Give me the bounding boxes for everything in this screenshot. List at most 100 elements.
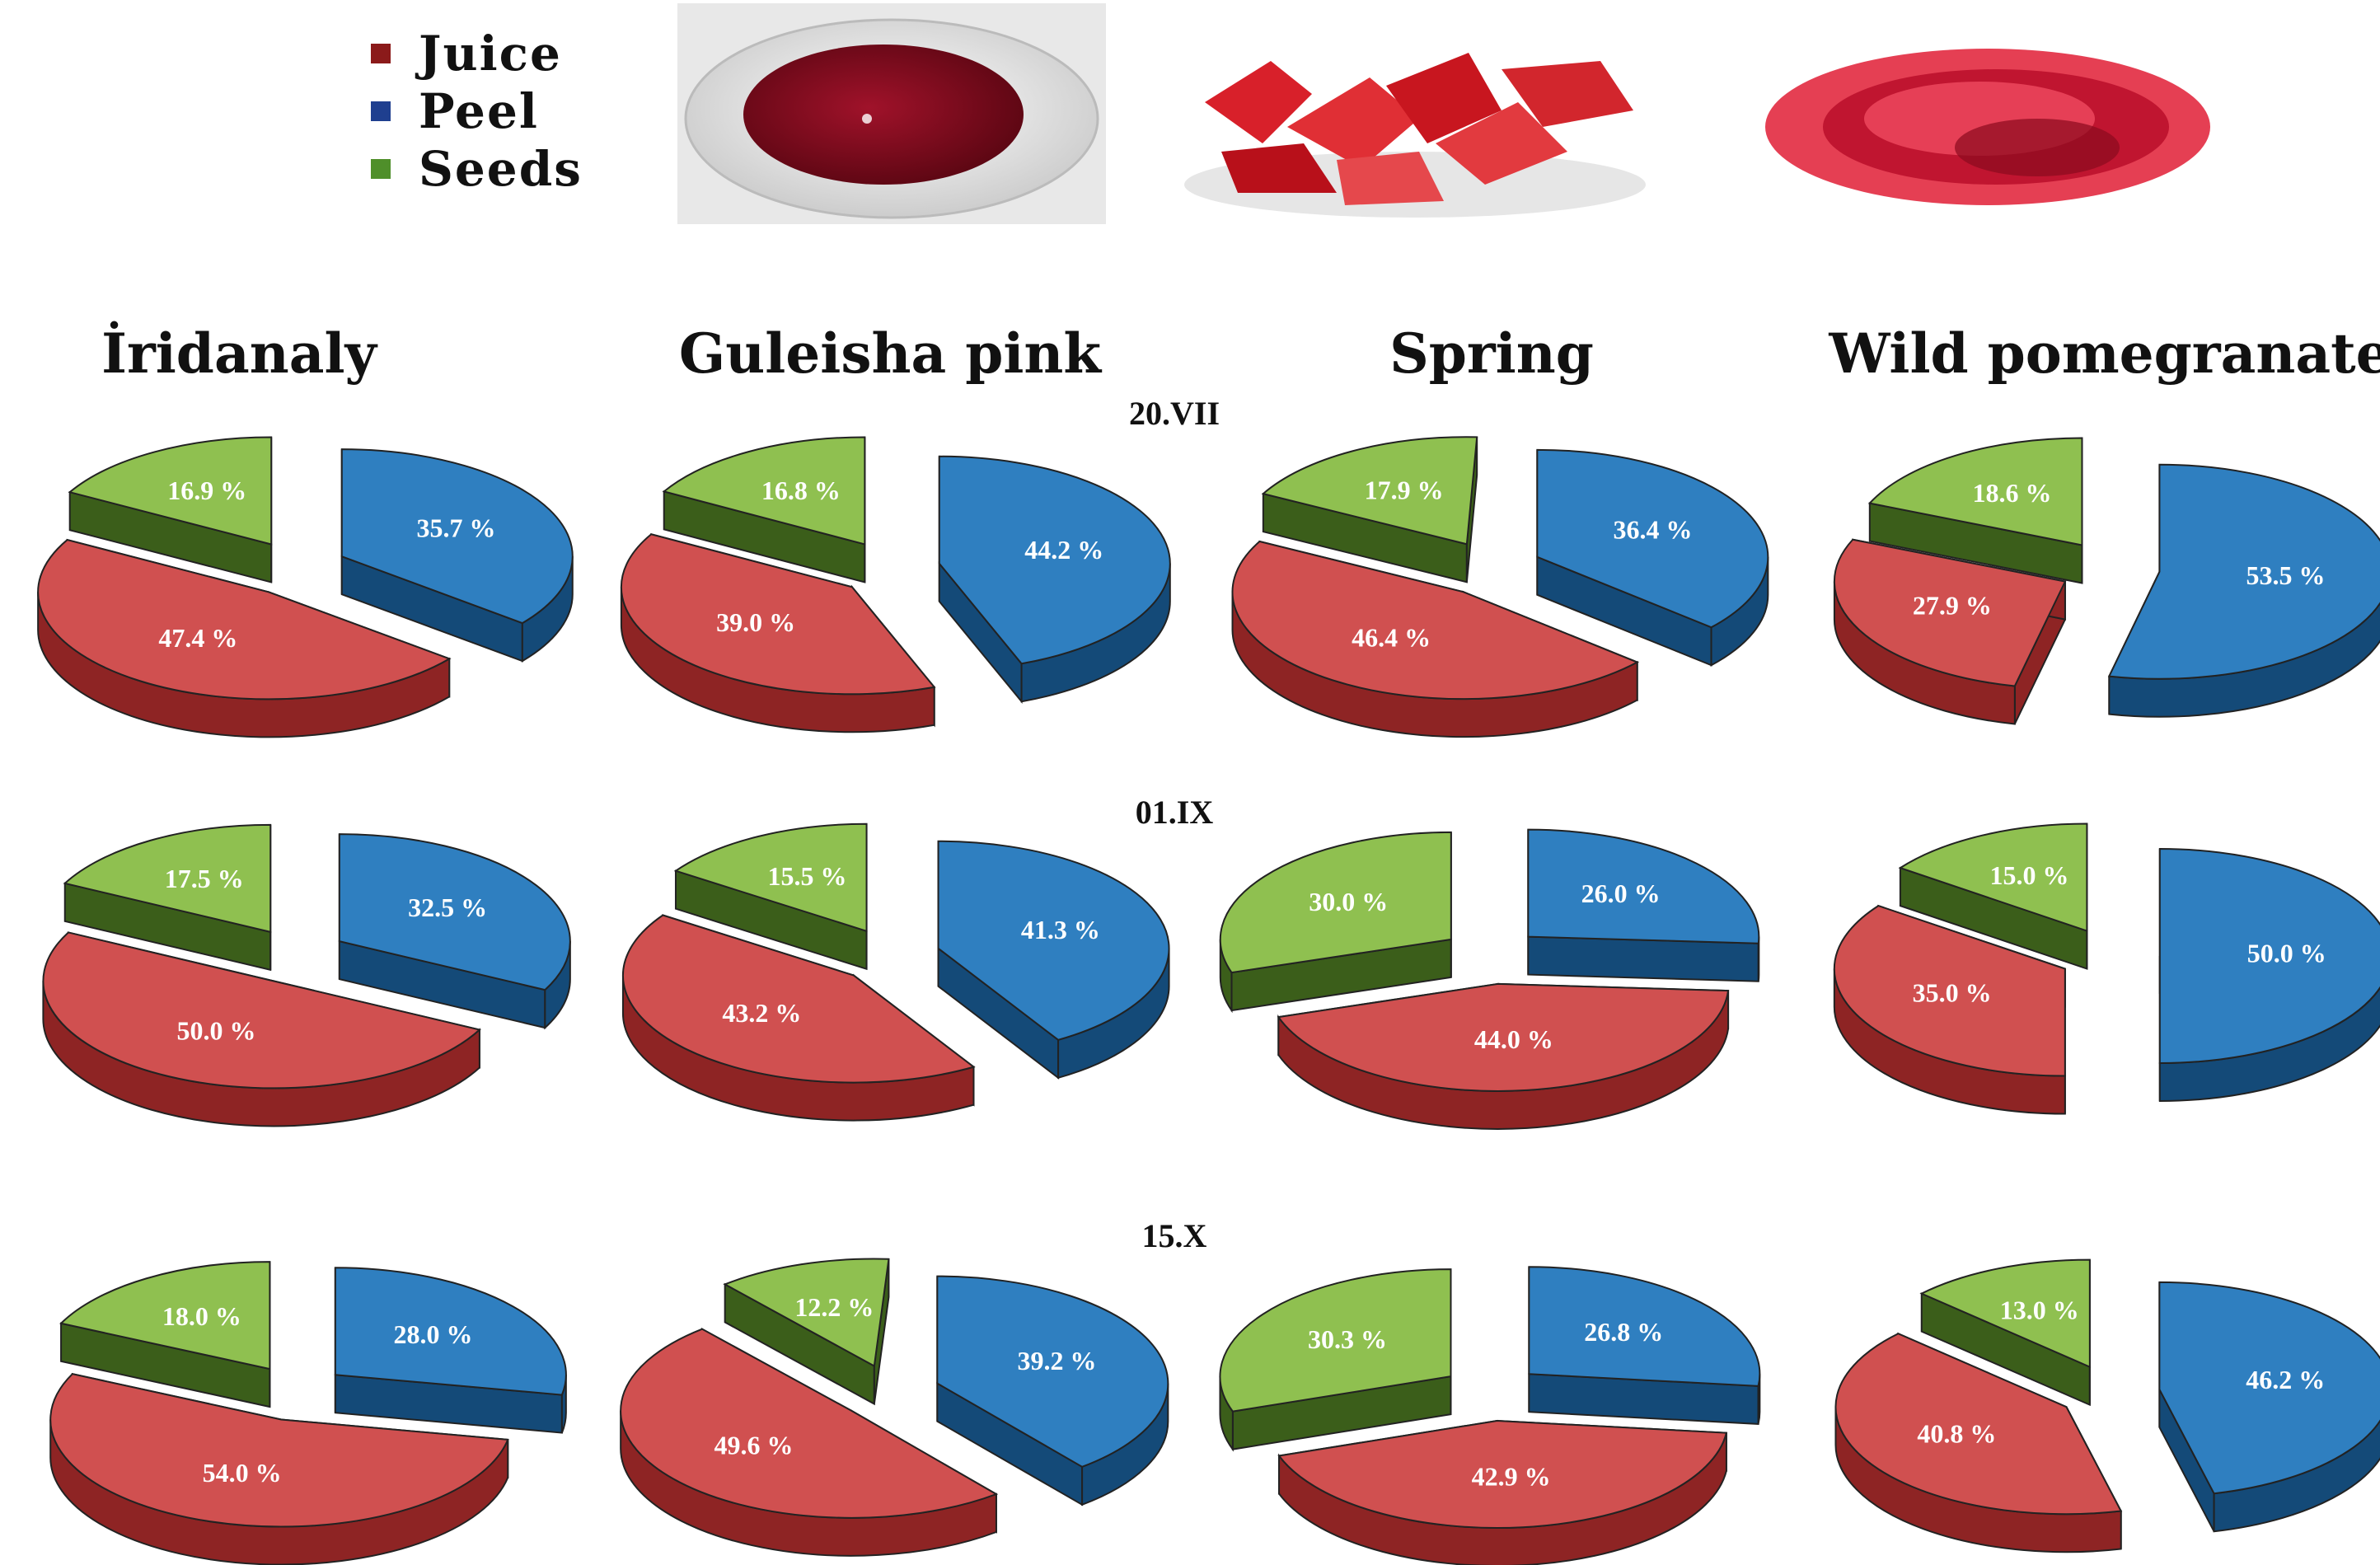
- slice-peel-i-ridanaly-01-ix: 32.5 %: [338, 833, 571, 1030]
- pie-guleisha-pink-01-ix: 41.3 % 43.2 % 15.5 %: [621, 822, 1170, 1122]
- slice-label-peel-wild-pomegranate-01-ix: 50.0 %: [2247, 938, 2326, 968]
- slice-label-seeds-spring-01-ix: 30.0 %: [1309, 887, 1388, 916]
- variety-title-wild-pomegranate: Wild pomegranate: [1829, 321, 2380, 386]
- slice-label-juice-wild-pomegranate-15-x: 40.8 %: [1917, 1419, 1996, 1449]
- slice-seeds-spring-15-x: 30.3 %: [1219, 1268, 1452, 1452]
- slice-juice-wild-pomegranate-20-vii: 27.9 %: [1833, 538, 2067, 725]
- slice-label-juice-i-ridanaly-20-vii: 47.4 %: [158, 623, 237, 653]
- slice-label-seeds-spring-15-x: 30.3 %: [1308, 1324, 1387, 1354]
- seeds-photo: [1749, 3, 2218, 224]
- slice-peel-spring-01-ix: 26.0 %: [1527, 828, 1760, 982]
- slice-juice-spring-15-x: 42.9 %: [1277, 1419, 1728, 1565]
- slice-label-seeds-guleisha-pink-15-x: 12.2 %: [794, 1292, 874, 1322]
- slice-label-peel-spring-15-x: 26.8 %: [1584, 1317, 1663, 1347]
- slice-label-peel-i-ridanaly-20-vii: 35.7 %: [416, 513, 495, 542]
- slice-peel-wild-pomegranate-15-x: 46.2 %: [2158, 1281, 2380, 1533]
- slice-peel-i-ridanaly-15-x: 28.0 %: [334, 1267, 567, 1434]
- slice-peel-spring-15-x: 26.8 %: [1528, 1266, 1761, 1425]
- slice-juice-spring-20-vii: 46.4 %: [1231, 540, 1640, 738]
- slice-juice-wild-pomegranate-01-ix: 35.0 %: [1833, 904, 2066, 1115]
- slice-peel-guleisha-pink-20-vii: 44.2 %: [938, 455, 1171, 705]
- slice-label-seeds-wild-pomegranate-01-ix: 15.0 %: [1989, 860, 2068, 890]
- slice-peel-guleisha-pink-01-ix: 41.3 %: [937, 840, 1170, 1080]
- peel-pieces-photo: [1172, 3, 1658, 224]
- slice-juice-i-ridanaly-15-x: 54.0 %: [49, 1372, 509, 1565]
- legend-item-seeds: Seeds: [371, 140, 583, 198]
- slice-seeds-spring-01-ix: 30.0 %: [1219, 831, 1452, 1014]
- slice-label-peel-spring-20-vii: 36.4 %: [1613, 515, 1692, 545]
- pie-guleisha-pink-15-x: 39.2 % 49.6 % 12.2 %: [620, 1258, 1169, 1557]
- slice-label-juice-i-ridanaly-15-x: 54.0 %: [203, 1458, 282, 1488]
- slice-seeds-guleisha-pink-20-vii: 16.8 %: [662, 436, 866, 583]
- slice-juice-spring-01-ix: 44.0 %: [1277, 982, 1730, 1130]
- pie-i-ridanaly-15-x: 28.0 % 54.0 % 18.0 %: [49, 1261, 567, 1565]
- slice-label-juice-i-ridanaly-01-ix: 50.0 %: [176, 1016, 255, 1046]
- slice-label-seeds-guleisha-pink-01-ix: 15.5 %: [767, 861, 846, 891]
- slice-juice-guleisha-pink-01-ix: 43.2 %: [621, 914, 976, 1122]
- legend-swatch-peel: [371, 101, 391, 121]
- pie-spring-15-x: 26.8 % 42.9 % 30.3 %: [1219, 1266, 1761, 1565]
- legend-label-peel: Peel: [419, 83, 539, 139]
- slice-label-peel-guleisha-pink-01-ix: 41.3 %: [1021, 915, 1100, 944]
- slice-label-seeds-wild-pomegranate-15-x: 13.0 %: [2000, 1295, 2079, 1324]
- legend: Juice Peel Seeds: [371, 25, 583, 198]
- legend-label-seeds: Seeds: [419, 141, 583, 197]
- slice-juice-guleisha-pink-15-x: 49.6 %: [620, 1327, 999, 1557]
- pie-spring-20-vii: 36.4 % 46.4 % 17.9 %: [1231, 436, 1769, 738]
- pie-i-ridanaly-20-vii: 35.7 % 47.4 % 16.9 %: [37, 436, 574, 738]
- slice-peel-wild-pomegranate-20-vii: 53.5 %: [2107, 463, 2380, 718]
- slice-seeds-wild-pomegranate-15-x: 13.0 %: [1919, 1258, 2091, 1407]
- slice-seeds-wild-pomegranate-20-vii: 18.6 %: [1867, 437, 2083, 584]
- slice-label-seeds-i-ridanaly-15-x: 18.0 %: [162, 1301, 241, 1331]
- slice-label-juice-guleisha-pink-20-vii: 39.0 %: [716, 607, 795, 637]
- slice-label-seeds-i-ridanaly-20-vii: 16.9 %: [167, 476, 246, 505]
- legend-item-peel: Peel: [371, 82, 583, 140]
- slice-seeds-guleisha-pink-15-x: 12.2 %: [723, 1258, 890, 1406]
- variety-title-spring: Spring: [1389, 321, 1594, 386]
- slice-label-seeds-guleisha-pink-20-vii: 16.8 %: [761, 476, 841, 505]
- variety-title-guleisha-pink: Guleisha pink: [678, 321, 1102, 386]
- slice-label-seeds-i-ridanaly-01-ix: 17.5 %: [165, 864, 244, 893]
- pie-i-ridanaly-01-ix: 32.5 % 50.0 % 17.5 %: [42, 823, 571, 1127]
- date-label-20-vii: 20.VII: [1128, 395, 1220, 432]
- date-label-15-x: 15.X: [1141, 1217, 1207, 1254]
- slice-seeds-spring-20-vii: 17.9 %: [1261, 436, 1478, 583]
- pie-wild-pomegranate-20-vii: 53.5 % 27.9 % 18.6 %: [1833, 437, 2380, 725]
- slice-label-juice-wild-pomegranate-01-ix: 35.0 %: [1913, 977, 1992, 1007]
- date-label-01-ix: 01.IX: [1135, 794, 1214, 831]
- slice-label-seeds-wild-pomegranate-20-vii: 18.6 %: [1973, 478, 2052, 508]
- variety-title-iridanaly: İridanaly: [101, 321, 377, 386]
- legend-item-juice: Juice: [371, 25, 583, 82]
- slice-label-peel-wild-pomegranate-15-x: 46.2 %: [2246, 1365, 2325, 1394]
- slice-peel-wild-pomegranate-01-ix: 50.0 %: [2158, 847, 2380, 1103]
- slice-label-juice-guleisha-pink-15-x: 49.6 %: [714, 1431, 793, 1460]
- slice-peel-spring-20-vii: 36.4 %: [1536, 448, 1769, 667]
- slice-label-juice-spring-20-vii: 46.4 %: [1352, 622, 1431, 652]
- pie-wild-pomegranate-15-x: 46.2 % 40.8 % 13.0 %: [1834, 1258, 2380, 1553]
- slice-seeds-wild-pomegranate-01-ix: 15.0 %: [1898, 822, 2088, 970]
- slice-label-juice-guleisha-pink-01-ix: 43.2 %: [722, 998, 801, 1028]
- slice-seeds-i-ridanaly-15-x: 18.0 %: [59, 1261, 271, 1408]
- slice-juice-guleisha-pink-20-vii: 39.0 %: [620, 532, 936, 733]
- slice-label-peel-i-ridanaly-15-x: 28.0 %: [394, 1319, 473, 1349]
- slice-peel-guleisha-pink-15-x: 39.2 %: [936, 1275, 1169, 1506]
- pie-guleisha-pink-20-vii: 44.2 % 39.0 % 16.8 %: [620, 436, 1171, 733]
- slice-label-peel-guleisha-pink-15-x: 39.2 %: [1018, 1346, 1097, 1375]
- slice-peel-i-ridanaly-20-vii: 35.7 %: [340, 448, 574, 663]
- slice-label-juice-spring-01-ix: 44.0 %: [1474, 1024, 1553, 1054]
- slice-seeds-i-ridanaly-20-vii: 16.9 %: [68, 436, 273, 583]
- slice-label-juice-wild-pomegranate-20-vii: 27.9 %: [1913, 591, 1992, 621]
- legend-swatch-seeds: [371, 159, 391, 179]
- slice-label-peel-spring-01-ix: 26.0 %: [1581, 879, 1661, 908]
- slice-juice-i-ridanaly-01-ix: 50.0 %: [42, 931, 481, 1127]
- slice-label-seeds-spring-20-vii: 17.9 %: [1365, 476, 1444, 505]
- pie-spring-01-ix: 26.0 % 44.0 % 30.0 %: [1219, 828, 1760, 1130]
- legend-label-juice: Juice: [419, 26, 562, 82]
- juice-bowl-photo: [677, 3, 1106, 224]
- pie-wild-pomegranate-01-ix: 50.0 % 35.0 % 15.0 %: [1833, 822, 2380, 1115]
- slice-juice-wild-pomegranate-15-x: 40.8 %: [1834, 1332, 2123, 1553]
- legend-swatch-juice: [371, 44, 391, 63]
- slice-label-juice-spring-15-x: 42.9 %: [1472, 1461, 1551, 1491]
